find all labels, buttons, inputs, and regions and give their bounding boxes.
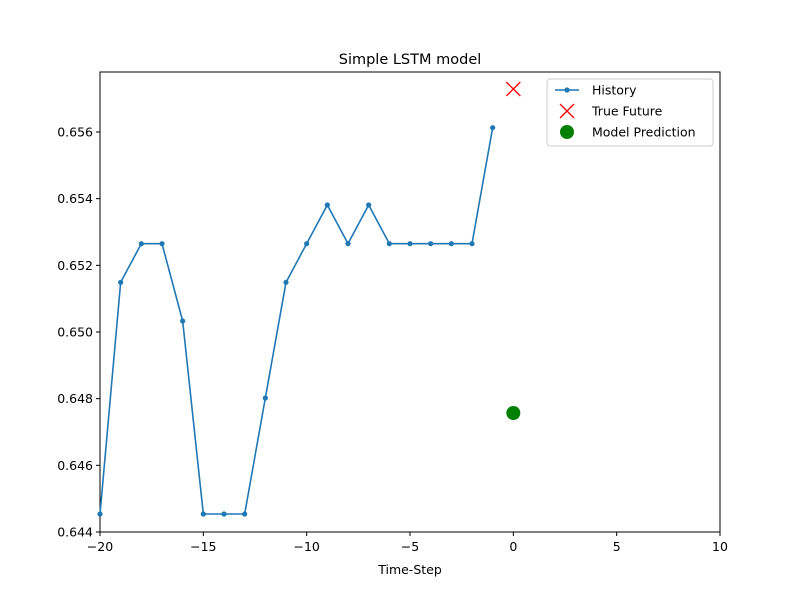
history-point: [159, 241, 165, 247]
history-point: [242, 511, 248, 517]
legend: History True Future Model Prediction: [546, 78, 714, 147]
history-point: [262, 395, 268, 401]
y-tick-label: 0.656: [57, 125, 93, 140]
x-tick-label: 10: [712, 539, 728, 554]
history-point: [221, 511, 227, 517]
history-point: [407, 241, 413, 247]
legend-true-future-stroke: [559, 103, 575, 119]
history-point: [304, 241, 310, 247]
model-prediction-marker: [506, 406, 521, 420]
history-point: [138, 241, 144, 247]
legend-label: History: [592, 83, 637, 98]
legend-history-dot: [564, 87, 570, 93]
y-tick-label: 0.652: [57, 258, 93, 273]
legend-label: True Future: [591, 104, 663, 119]
axes-layer: −20 −15 −10 −5 0 5 10 0.644 0.646 0.648 0.650 0.652…: [57, 71, 728, 554]
history-point: [469, 241, 475, 247]
legend-item: Model Prediction: [560, 125, 696, 140]
history-point: [366, 202, 372, 208]
legend-item: True Future: [559, 103, 663, 119]
history-point: [97, 511, 103, 517]
x-tick-label: −5: [401, 539, 419, 554]
series-layer: [97, 81, 521, 517]
legend-model-prediction-dot: [560, 125, 574, 139]
history-point: [118, 279, 124, 285]
history-line: [99, 127, 494, 515]
chart-title: Simple LSTM model: [339, 52, 482, 68]
history-point: [200, 511, 206, 517]
y-tick-label: 0.654: [57, 191, 93, 206]
history-point: [490, 125, 496, 131]
x-tick-label: −10: [293, 539, 319, 554]
legend-item: History: [555, 83, 637, 98]
x-tick-label: −15: [190, 539, 216, 554]
history-point: [324, 202, 330, 208]
history-point: [180, 318, 186, 324]
legend-label: Model Prediction: [592, 125, 696, 140]
y-tick-label: 0.648: [57, 391, 93, 406]
history-point: [448, 241, 454, 247]
history-point: [345, 241, 351, 247]
history-point: [283, 279, 289, 285]
y-tick-label: 0.646: [57, 458, 93, 473]
x-tick-label: 0: [509, 539, 517, 554]
x-tick-label: −20: [87, 539, 113, 554]
history-point: [386, 241, 392, 247]
true-future-stroke: [505, 81, 521, 97]
y-tick-label: 0.644: [57, 525, 93, 540]
x-tick-label: 5: [613, 539, 621, 554]
legend-box: [546, 78, 714, 147]
y-tick-label: 0.650: [57, 325, 93, 340]
x-axis-label: Time-Step: [377, 562, 442, 577]
history-point: [428, 241, 434, 247]
true-future-marker: [505, 81, 521, 97]
